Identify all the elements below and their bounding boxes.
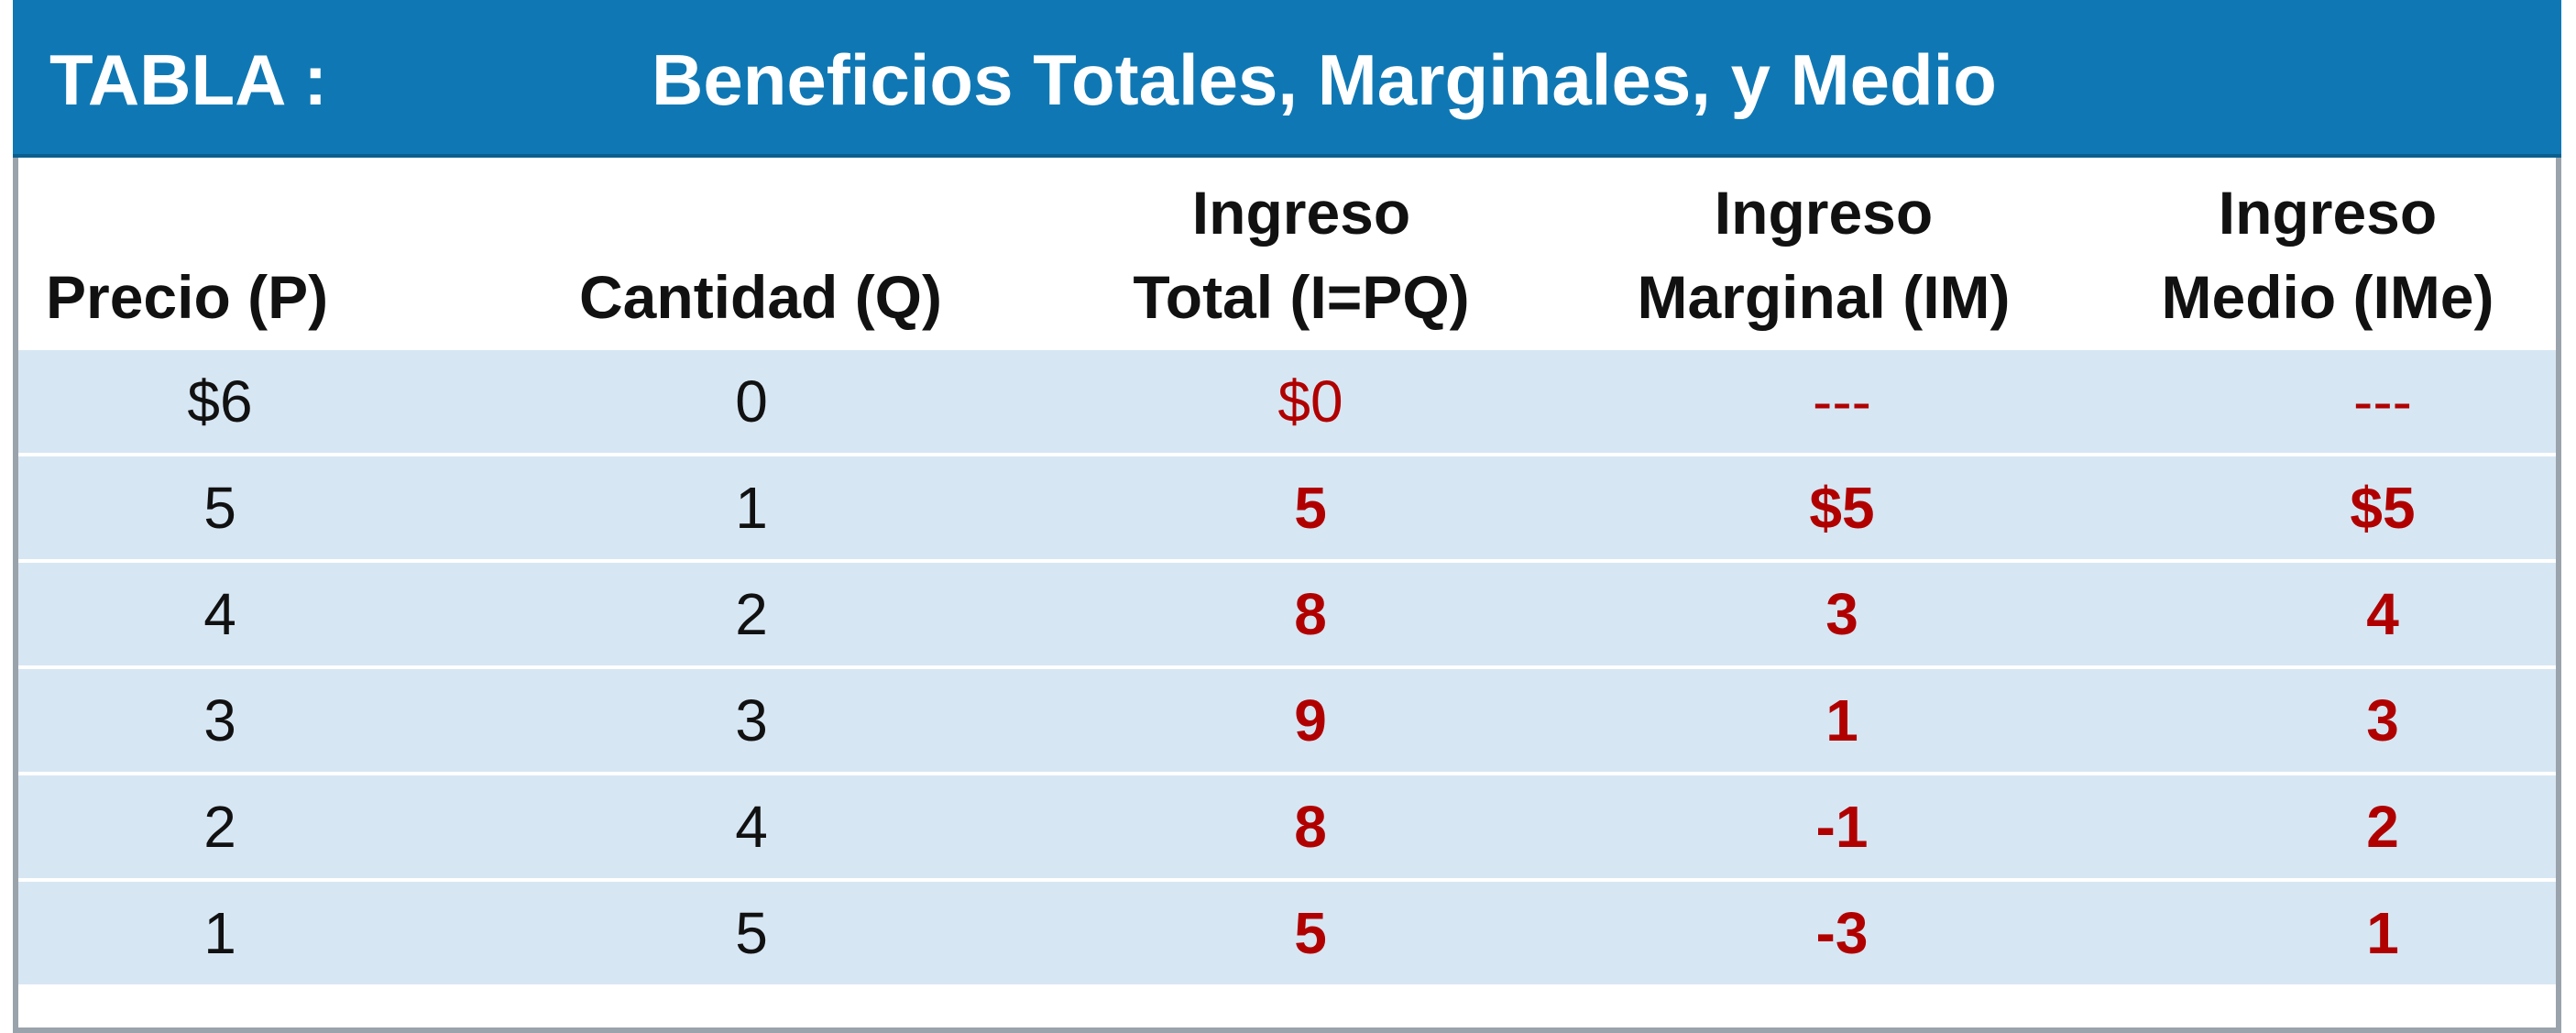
cell-ingreso-medio: 2 — [2366, 794, 2399, 860]
cell-precio: 3 — [203, 687, 236, 753]
cell-cantidad: 2 — [735, 581, 768, 647]
cell-ingreso-marginal: -1 — [1815, 794, 1869, 860]
header-cantidad: Cantidad (Q) — [579, 263, 942, 331]
table-row: 4 2 8 3 4 — [18, 559, 2556, 665]
cell-ingreso-total: 5 — [1294, 900, 1327, 966]
title-banner: TABLA : Beneficios Totales, Marginales, … — [13, 0, 2561, 158]
cell-ingreso-marginal: --- — [1813, 368, 1871, 434]
cell-precio: $6 — [187, 368, 253, 434]
cell-cantidad: 4 — [735, 794, 768, 860]
cell-ingreso-marginal: 3 — [1825, 581, 1858, 647]
table-row: 1 5 5 -3 1 — [18, 878, 2556, 984]
table-row: $6 0 $0 --- --- — [18, 346, 2556, 453]
table-row: 5 1 5 $5 $5 — [18, 453, 2556, 559]
table-row: 2 4 8 -1 2 — [18, 772, 2556, 878]
header-precio: Precio (P) — [46, 263, 329, 331]
cell-ingreso-total: 8 — [1294, 794, 1327, 860]
table-title: Beneficios Totales, Marginales, y Medio — [652, 39, 1997, 120]
cell-precio: 4 — [203, 581, 236, 647]
cell-cantidad: 3 — [735, 687, 768, 753]
cell-cantidad: 0 — [735, 368, 768, 434]
cell-cantidad: 5 — [735, 900, 768, 966]
cell-cantidad: 1 — [735, 475, 768, 541]
cell-ingreso-marginal: 1 — [1825, 687, 1858, 753]
cell-ingreso-medio: $5 — [2350, 475, 2416, 541]
cell-ingreso-marginal: $5 — [1809, 475, 1875, 541]
cell-ingreso-total: $0 — [1277, 368, 1343, 434]
cell-ingreso-marginal: -3 — [1815, 900, 1869, 966]
cell-ingreso-total: 8 — [1294, 581, 1327, 647]
cell-precio: 5 — [203, 475, 236, 541]
table-row: 3 3 9 1 3 — [18, 665, 2556, 772]
header-ingreso-medio: Ingreso Medio (IMe) — [2161, 179, 2494, 331]
revenue-table: Precio (P) Cantidad (Q) Ingreso Total (I… — [13, 158, 2561, 1033]
table-label: TABLA : — [49, 39, 328, 120]
cell-ingreso-medio: 1 — [2366, 900, 2399, 966]
cell-precio: 1 — [203, 900, 236, 966]
cell-ingreso-medio: 4 — [2366, 581, 2399, 647]
cell-precio: 2 — [203, 794, 236, 860]
cell-ingreso-total: 5 — [1294, 475, 1327, 541]
cell-ingreso-total: 9 — [1294, 687, 1327, 753]
header-ingreso-total: Ingreso Total (I=PQ) — [1133, 179, 1470, 331]
cell-ingreso-medio: 3 — [2366, 687, 2399, 753]
table-header-row: Precio (P) Cantidad (Q) Ingreso Total (I… — [18, 158, 2556, 346]
cell-ingreso-medio: --- — [2353, 368, 2412, 434]
header-ingreso-marginal: Ingreso Marginal (IM) — [1637, 179, 2011, 331]
